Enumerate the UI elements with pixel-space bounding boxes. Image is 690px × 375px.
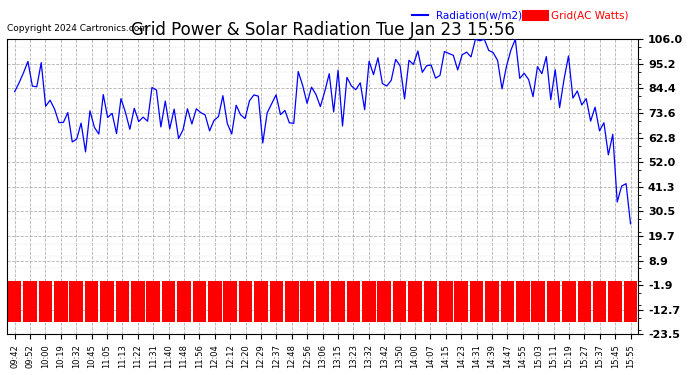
Bar — [8, 281, 21, 322]
Bar — [408, 281, 422, 322]
Bar — [239, 281, 253, 322]
Bar — [193, 281, 206, 322]
Bar — [331, 281, 345, 322]
Bar — [346, 281, 360, 322]
Title: Grid Power & Solar Radiation Tue Jan 23 15:56: Grid Power & Solar Radiation Tue Jan 23 … — [130, 21, 515, 39]
Bar — [85, 281, 99, 322]
Bar — [116, 281, 129, 322]
Bar — [146, 281, 160, 322]
Text: Copyright 2024 Cartronics.com: Copyright 2024 Cartronics.com — [7, 24, 148, 33]
Bar — [562, 281, 575, 322]
Bar — [131, 281, 145, 322]
Bar — [609, 281, 622, 322]
Bar — [100, 281, 114, 322]
Bar — [485, 281, 499, 322]
Bar — [439, 281, 453, 322]
Bar — [546, 281, 560, 322]
Bar — [516, 281, 529, 322]
Bar — [39, 281, 52, 322]
Legend: Radiation(w/m2), Grid(AC Watts): Radiation(w/m2), Grid(AC Watts) — [408, 6, 633, 24]
Bar — [362, 281, 375, 322]
Bar — [500, 281, 514, 322]
Bar — [23, 281, 37, 322]
Bar — [254, 281, 268, 322]
Bar — [593, 281, 607, 322]
Bar — [470, 281, 483, 322]
Bar — [578, 281, 591, 322]
Bar — [531, 281, 545, 322]
Bar — [70, 281, 83, 322]
Bar — [624, 281, 638, 322]
Bar — [424, 281, 437, 322]
Bar — [285, 281, 299, 322]
Bar — [54, 281, 68, 322]
Bar — [177, 281, 190, 322]
Bar — [270, 281, 283, 322]
Bar — [162, 281, 175, 322]
Bar — [208, 281, 221, 322]
Bar — [393, 281, 406, 322]
Bar — [224, 281, 237, 322]
Bar — [455, 281, 468, 322]
Bar — [316, 281, 329, 322]
Bar — [300, 281, 314, 322]
Bar — [377, 281, 391, 322]
